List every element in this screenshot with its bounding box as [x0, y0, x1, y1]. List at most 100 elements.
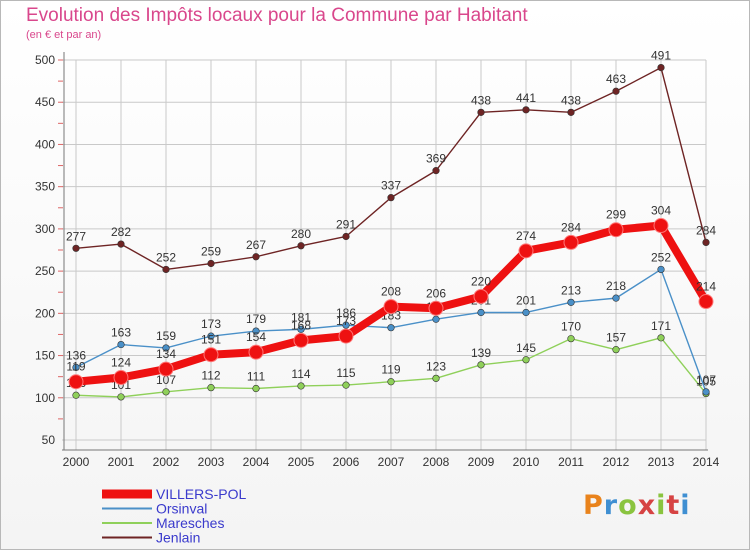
data-point	[203, 347, 219, 363]
x-tick-label: 2013	[648, 455, 675, 469]
data-label: 114	[291, 367, 310, 381]
data-label: 134	[156, 347, 176, 361]
x-tick-label: 2014	[693, 455, 720, 469]
data-label: 369	[426, 152, 446, 166]
data-label: 214	[696, 280, 716, 294]
x-tick-label: 2007	[378, 455, 405, 469]
data-point	[68, 374, 84, 390]
data-point	[117, 340, 125, 349]
data-point	[158, 361, 174, 377]
data-point	[432, 315, 440, 323]
data-point	[477, 308, 485, 317]
proxiti-logo: Proxiti	[583, 490, 691, 521]
data-label: 170	[561, 320, 581, 334]
data-point	[522, 106, 530, 114]
data-label: 159	[156, 329, 176, 343]
data-label: 438	[471, 93, 491, 107]
data-label: 252	[156, 250, 176, 264]
data-point	[698, 294, 714, 310]
legend-label-jenlain: Jenlain	[156, 530, 200, 546]
data-label: 206	[426, 286, 446, 300]
data-point	[387, 194, 395, 202]
data-point	[248, 344, 264, 360]
y-tick-label: 50	[42, 433, 56, 447]
x-tick-label: 2009	[468, 455, 495, 469]
data-point	[522, 308, 530, 317]
data-point	[387, 378, 395, 386]
data-label: 259	[201, 245, 221, 259]
y-tick-label: 300	[35, 222, 55, 236]
data-label: 291	[336, 217, 356, 231]
data-point	[342, 232, 350, 241]
y-tick-label: 250	[35, 264, 55, 278]
data-label: 201	[516, 293, 536, 307]
data-label: 157	[606, 331, 626, 345]
data-point	[72, 244, 80, 252]
data-label: 151	[201, 333, 221, 347]
data-label: 284	[561, 220, 581, 234]
data-point	[518, 243, 534, 259]
y-tick-label: 400	[35, 137, 55, 151]
data-label: 463	[606, 72, 626, 86]
data-label: 220	[471, 274, 491, 288]
data-point	[252, 327, 260, 335]
data-point	[297, 382, 305, 390]
data-point	[162, 265, 170, 274]
data-label: 136	[66, 348, 86, 362]
data-point	[432, 167, 440, 175]
data-point	[567, 298, 575, 306]
data-point	[72, 391, 80, 399]
data-label: 274	[516, 229, 536, 243]
data-point	[612, 346, 620, 354]
data-label: 145	[516, 341, 536, 355]
y-tick-label: 150	[35, 349, 55, 363]
data-point	[657, 265, 665, 274]
data-label: 139	[471, 346, 491, 360]
legend-label-villers-pol: VILLERS-POL	[156, 486, 246, 502]
data-label: 119	[381, 363, 400, 377]
legend-label-maresches: Maresches	[156, 515, 224, 531]
x-tick-label: 2010	[513, 455, 540, 469]
data-point	[117, 240, 125, 248]
y-tick-label: 350	[35, 180, 55, 194]
data-point	[207, 259, 215, 268]
data-point	[383, 299, 399, 315]
data-label: 491	[651, 49, 671, 63]
data-point	[387, 324, 395, 332]
x-tick-label: 2002	[153, 455, 180, 469]
data-label: 107	[156, 373, 176, 387]
data-label: 107	[696, 373, 716, 387]
chart-subtitle: (en € et par an)	[26, 29, 102, 41]
x-tick-label: 2005	[288, 455, 315, 469]
x-tick-label: 2001	[108, 455, 135, 469]
y-tick-label: 200	[35, 306, 55, 320]
data-point	[477, 108, 485, 116]
data-label: 181	[291, 310, 311, 324]
data-label: 441	[516, 91, 536, 105]
data-point	[342, 321, 350, 329]
data-label: 163	[111, 326, 131, 340]
data-point	[563, 234, 579, 250]
data-label: 337	[381, 179, 401, 193]
data-label: 299	[606, 208, 626, 222]
data-label: 123	[426, 359, 446, 373]
data-point	[702, 388, 710, 396]
data-label: 168	[291, 318, 311, 332]
data-point	[252, 384, 260, 393]
data-point	[162, 388, 170, 396]
x-tick-label: 2011	[558, 455, 584, 469]
data-label: 171	[651, 319, 671, 333]
data-point	[207, 384, 215, 392]
y-tick-label: 500	[35, 53, 55, 67]
y-tick-label: 100	[35, 391, 55, 405]
data-point	[432, 374, 440, 382]
x-tick-label: 2012	[603, 455, 630, 469]
data-label: 111	[247, 369, 266, 383]
data-point	[72, 363, 80, 371]
data-point	[612, 87, 620, 95]
data-point	[477, 361, 485, 369]
data-label: 277	[66, 229, 86, 243]
